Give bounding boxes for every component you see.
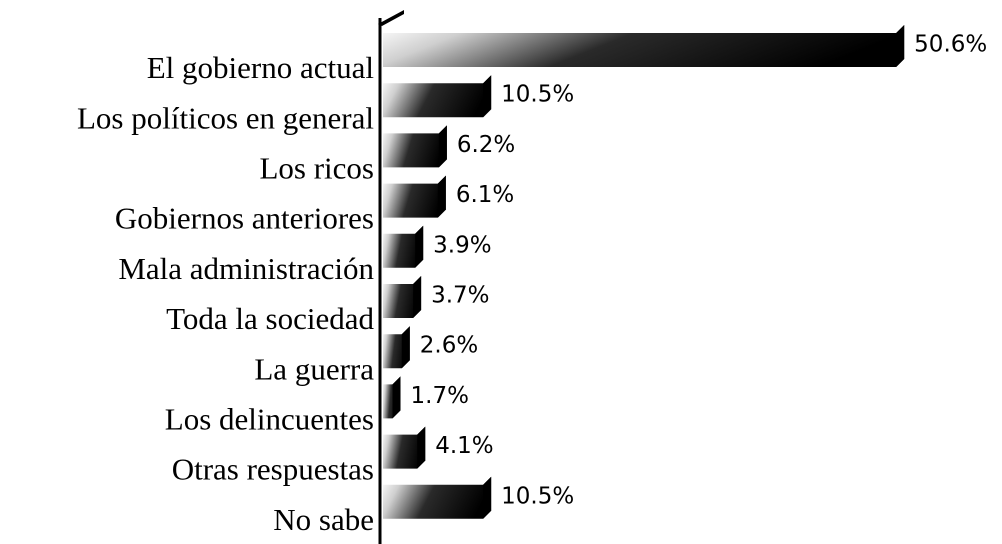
bar-side xyxy=(896,25,905,67)
category-label: Otras respuestas xyxy=(172,452,374,487)
bar-side xyxy=(483,476,492,519)
value-label: 2.6% xyxy=(420,333,478,359)
axis-cap xyxy=(378,10,404,26)
bar xyxy=(383,225,424,268)
bar-side xyxy=(417,426,426,469)
category-label: Los ricos xyxy=(259,151,374,186)
bar-side xyxy=(392,376,401,419)
value-label: 10.5% xyxy=(501,483,574,509)
category-label: Mala administración xyxy=(118,251,374,286)
bar xyxy=(383,276,422,318)
bar-side xyxy=(483,75,492,118)
value-label: 3.9% xyxy=(433,232,491,258)
value-label: 6.2% xyxy=(457,132,515,158)
category-label: Toda la sociedad xyxy=(166,301,374,336)
category-label: El gobierno actual xyxy=(147,50,374,85)
bar xyxy=(383,75,492,118)
bar-side xyxy=(438,125,447,168)
bar xyxy=(383,25,905,67)
bar xyxy=(383,125,447,168)
bar xyxy=(383,175,446,218)
bar-side xyxy=(401,326,410,369)
bar xyxy=(383,476,492,519)
category-label: Los delincuentes xyxy=(165,402,374,437)
axis xyxy=(378,10,404,544)
category-label: Gobiernos anteriores xyxy=(115,201,374,236)
bar xyxy=(383,426,426,469)
value-label: 1.7% xyxy=(411,383,469,409)
category-label: No sabe xyxy=(273,502,374,537)
category-label: Los políticos en general xyxy=(77,100,374,135)
bar-side xyxy=(413,276,422,318)
value-label: 6.1% xyxy=(456,182,514,208)
value-label: 50.6% xyxy=(914,32,987,58)
category-label: La guerra xyxy=(254,351,374,386)
value-label: 4.1% xyxy=(435,433,493,459)
bar-side xyxy=(437,175,446,218)
value-label: 10.5% xyxy=(501,82,574,108)
bar-side xyxy=(415,225,424,268)
value-label: 3.7% xyxy=(431,283,489,309)
